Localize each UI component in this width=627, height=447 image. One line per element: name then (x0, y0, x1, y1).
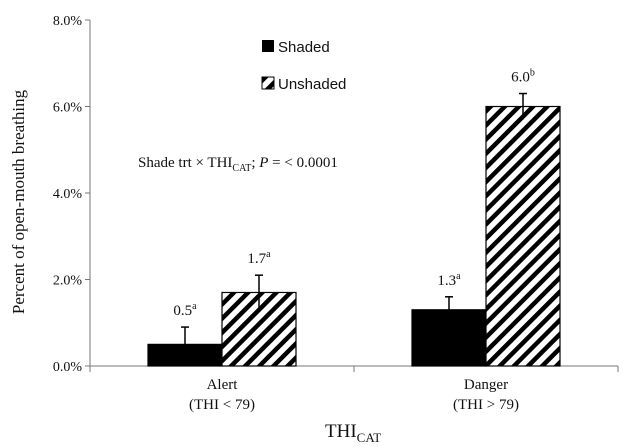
y-tick-label: 4.0% (53, 187, 83, 202)
x-axis-label: THICAT (325, 421, 381, 445)
y-tick-label: 8.0% (53, 14, 83, 29)
x-tick-label-sub: (THI < 79) (189, 397, 255, 413)
annotation-sub: CAT (232, 163, 251, 174)
error-bars (181, 92, 527, 362)
legend-label-unshaded: Unshaded (278, 76, 346, 93)
data-labels: 0.5a 1.3a 1.7a 6.0b (173, 68, 534, 320)
bars (147, 105, 561, 367)
interaction-annotation: Shade trt × THICAT; P = < 0.0001 (138, 155, 338, 174)
y-tick-label: 6.0% (53, 101, 83, 116)
bar-unshaded-danger (485, 105, 561, 367)
data-label: 1.3a (437, 271, 461, 289)
y-axis-label: Percent of open-mouth breathing (9, 89, 28, 314)
y-tick-label: 2.0% (53, 274, 83, 289)
annotation-p-value: = < 0.0001 (268, 155, 337, 171)
legend: Shaded Unshaded (261, 39, 346, 93)
legend-swatch-shaded (262, 40, 274, 52)
x-axis-label-main: THI (325, 421, 357, 442)
annotation-prefix: Shade trt × THI (138, 155, 232, 171)
data-label: 1.7a (247, 249, 271, 267)
y-ticks: 0.0% 2.0% 4.0% 6.0% 8.0% (53, 14, 90, 375)
annotation-p-label: P (258, 155, 268, 171)
data-label: 6.0b (511, 68, 535, 86)
legend-label-shaded: Shaded (278, 39, 330, 56)
x-tick-label: Danger (464, 377, 508, 393)
x-ticks: Alert (THI < 79) Danger (THI > 79) (89, 366, 619, 413)
y-tick-label: 0.0% (53, 360, 83, 375)
data-label: 0.5a (173, 301, 197, 319)
bar-unshaded-alert (221, 291, 297, 367)
x-axis-label-sub: CAT (357, 430, 382, 445)
x-tick-label: Alert (207, 377, 239, 393)
legend-swatch-unshaded (261, 76, 275, 90)
annotation-suffix: ; (251, 155, 259, 171)
x-tick-label-sub: (THI > 79) (453, 397, 519, 413)
